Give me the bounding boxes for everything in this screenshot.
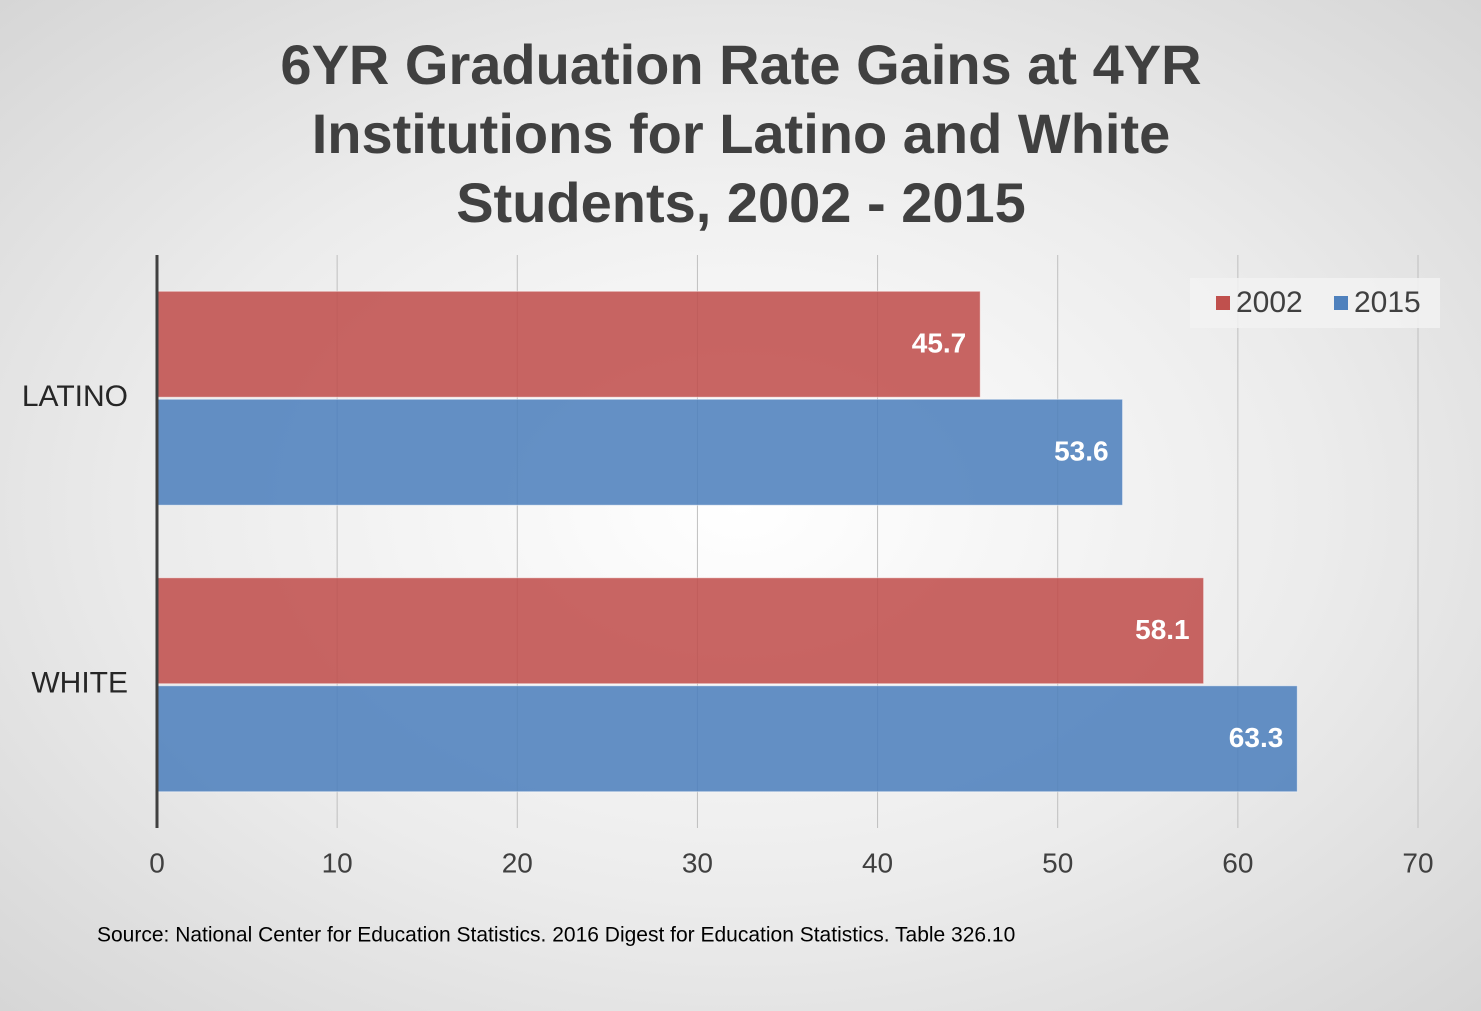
x-tick-label: 0 <box>149 847 165 878</box>
chart-title: 6YR Graduation Rate Gains at 4YR Institu… <box>280 33 1202 234</box>
y-tick-label: WHITE <box>31 667 128 700</box>
data-label: 45.7 <box>912 328 967 359</box>
x-tick-label: 60 <box>1222 847 1253 878</box>
source: Source: National Center for Education St… <box>97 924 1015 947</box>
y-tick-label: LATINO <box>22 380 128 413</box>
legend-label: 2015 <box>1354 286 1421 319</box>
x-tick-label: 70 <box>1402 847 1433 878</box>
x-tick-label: 20 <box>502 847 533 878</box>
legend-swatch <box>1216 296 1230 310</box>
legend-box <box>1190 278 1440 328</box>
legend-label: 2002 <box>1236 286 1303 319</box>
bar <box>156 577 1205 685</box>
x-tick-label: 50 <box>1042 847 1073 878</box>
bar <box>156 290 981 398</box>
bar <box>156 685 1298 793</box>
bar <box>156 398 1124 506</box>
data-label: 58.1 <box>1135 614 1190 645</box>
x-tick-label: 30 <box>682 847 713 878</box>
legend-swatch <box>1334 296 1348 310</box>
x-tick-label: 10 <box>322 847 353 878</box>
data-label: 53.6 <box>1054 436 1109 467</box>
x-tick-label: 40 <box>862 847 893 878</box>
data-label: 63.3 <box>1229 722 1284 753</box>
